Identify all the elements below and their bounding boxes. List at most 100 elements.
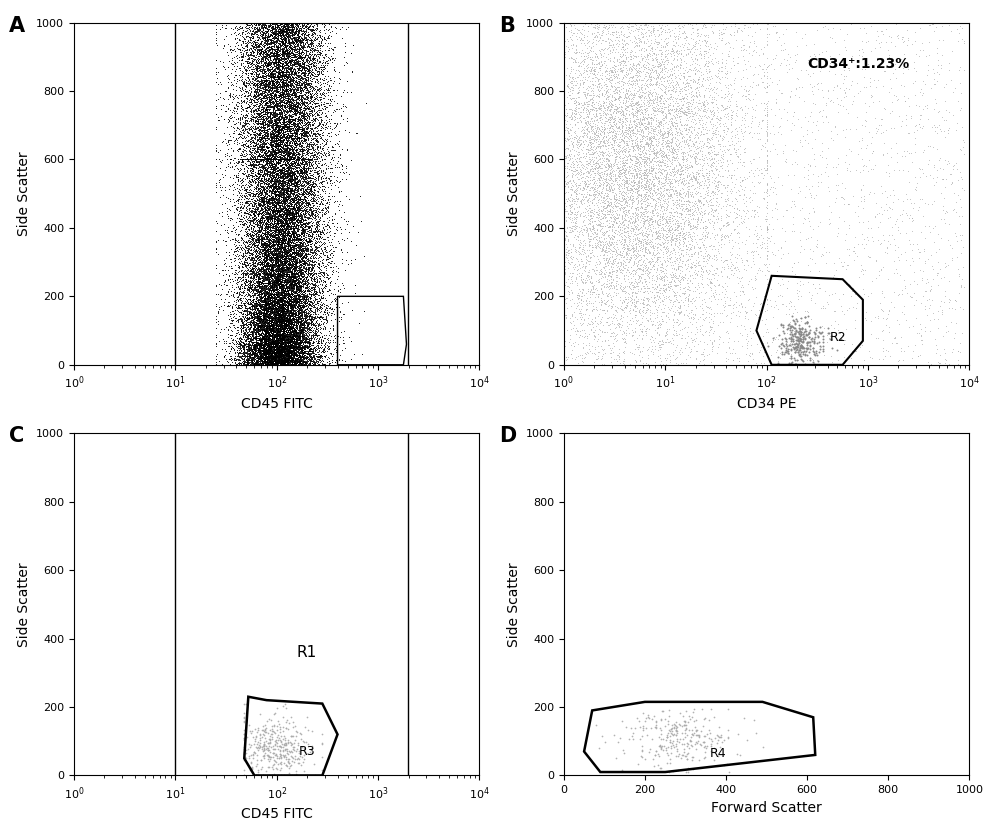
Point <box>257 223 273 236</box>
Point <box>272 338 288 351</box>
Point <box>267 308 283 322</box>
Point <box>274 331 290 344</box>
Point <box>653 302 669 315</box>
Point <box>298 164 314 178</box>
Point <box>634 116 650 130</box>
Point <box>240 357 256 370</box>
Point <box>283 334 299 348</box>
Point <box>227 303 243 317</box>
Point <box>280 292 296 305</box>
Point <box>627 310 643 323</box>
Point <box>255 326 271 339</box>
Point <box>642 132 658 146</box>
Point <box>562 332 578 345</box>
Point <box>668 122 684 135</box>
Point <box>325 106 341 119</box>
Point <box>624 16 640 29</box>
Point <box>263 313 279 327</box>
Point <box>280 203 296 216</box>
Point <box>618 65 634 79</box>
Point <box>613 132 629 146</box>
Point <box>239 206 255 220</box>
Point <box>637 16 653 29</box>
Point <box>879 146 895 159</box>
Point <box>737 80 753 93</box>
Point <box>678 303 694 316</box>
Point <box>290 757 306 770</box>
Point <box>256 86 272 100</box>
Point <box>281 298 297 312</box>
Point <box>231 80 247 94</box>
Point <box>598 16 614 29</box>
Point <box>556 207 572 220</box>
Point <box>272 55 288 69</box>
Point <box>282 300 298 313</box>
Point <box>653 59 669 72</box>
Point <box>640 242 656 256</box>
Point <box>646 262 662 276</box>
Point <box>268 269 284 282</box>
Point <box>268 125 284 138</box>
Point <box>303 183 319 196</box>
Point <box>302 251 318 265</box>
Point <box>607 92 623 106</box>
Point <box>588 158 604 172</box>
Point <box>271 110 287 123</box>
Point <box>724 130 740 143</box>
Point <box>214 197 230 210</box>
Point <box>278 319 294 333</box>
Point <box>274 164 290 178</box>
Point <box>258 266 274 280</box>
Point <box>621 144 637 158</box>
Point <box>286 280 302 293</box>
Point <box>296 357 312 370</box>
Point <box>612 144 628 158</box>
Point <box>556 193 572 206</box>
Point <box>610 736 626 749</box>
Point <box>269 312 285 325</box>
Point <box>628 245 644 258</box>
Point <box>881 29 897 43</box>
Point <box>663 727 679 740</box>
Point <box>633 16 649 29</box>
Point <box>276 172 292 185</box>
Point <box>279 94 295 107</box>
Point <box>279 253 295 266</box>
Point <box>259 21 275 34</box>
Point <box>276 255 292 268</box>
Point <box>258 326 274 339</box>
Point <box>276 304 292 318</box>
Point <box>290 70 306 84</box>
Point <box>685 728 701 742</box>
Point <box>277 21 293 34</box>
Point <box>257 271 273 284</box>
Point <box>627 215 643 228</box>
Point <box>663 140 679 153</box>
Point <box>290 329 306 343</box>
Point <box>299 116 315 129</box>
Point <box>285 86 301 100</box>
Point <box>266 210 282 224</box>
Point <box>620 178 636 191</box>
Point <box>274 349 290 363</box>
Point <box>263 333 279 346</box>
Point <box>269 341 285 354</box>
Point <box>294 55 310 69</box>
Point <box>271 71 287 85</box>
Point <box>275 253 291 266</box>
Point <box>285 232 301 246</box>
Point <box>602 54 618 67</box>
Point <box>305 81 321 95</box>
Point <box>291 331 307 344</box>
Point <box>280 127 296 140</box>
Point <box>668 324 684 338</box>
Point <box>279 136 295 149</box>
Point <box>288 319 304 333</box>
Point <box>314 297 330 310</box>
Point <box>295 175 311 189</box>
Point <box>273 347 289 360</box>
Point <box>665 349 681 362</box>
Point <box>301 247 317 261</box>
Point <box>264 356 280 370</box>
Point <box>899 209 915 222</box>
